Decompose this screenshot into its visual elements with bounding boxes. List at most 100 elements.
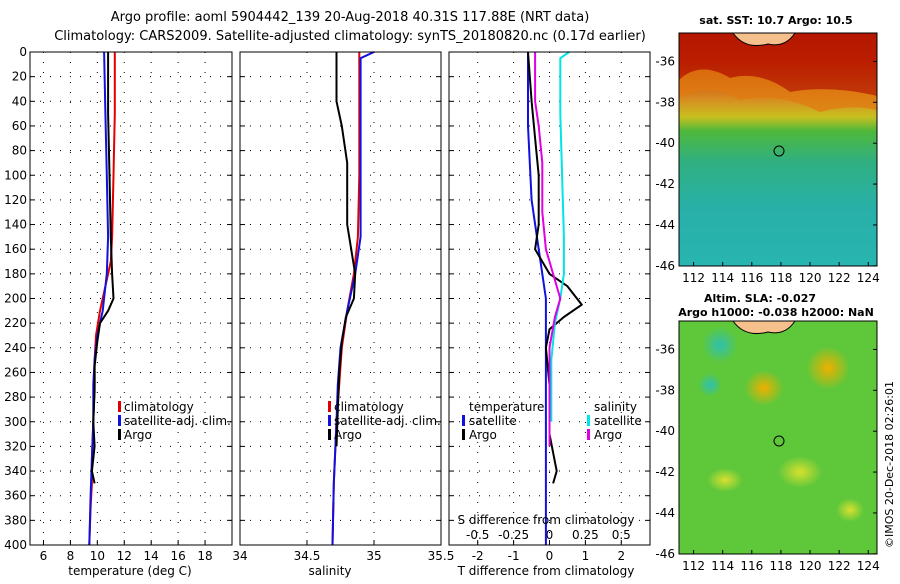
sst-warm-patch	[679, 33, 877, 96]
sla-anomaly	[707, 468, 743, 492]
sla-map-title-line-2: Argo h1000: -0.038 h2000: NaN	[678, 306, 874, 319]
sla-map-frame	[678, 320, 878, 555]
sst-map: sat. SST: 10.7 Argo: 10.5 112 114 116 118 12…	[655, 14, 879, 285]
plot-frame	[29, 51, 233, 546]
map-x-tick-label: 112	[682, 271, 705, 285]
map-x-tick-label: 120	[799, 559, 822, 573]
sla-anomaly	[806, 346, 850, 390]
plot-frame	[448, 51, 651, 546]
x-tick-label: 2	[617, 549, 625, 563]
map-x-tick-label: 124	[857, 271, 880, 285]
x-tick-label: 1	[582, 549, 590, 563]
series-line-t-argo	[527, 51, 583, 484]
difference-legend: temperature satellite Argo salinity sate…	[462, 400, 642, 442]
x-tick-label: 14	[144, 549, 159, 563]
map-y-tick-label: -38	[655, 95, 675, 109]
map-x-tick-label: 118	[769, 271, 792, 285]
sla-anomaly	[698, 373, 722, 397]
x-tick-label: 0	[546, 549, 554, 563]
map-x-tick-label: 116	[740, 559, 763, 573]
s-tick-label: 0.25	[572, 528, 599, 542]
x-tick-label: -2	[472, 549, 484, 563]
map-y-tick-label: -36	[655, 342, 675, 356]
sla-anomaly	[778, 456, 822, 488]
series-line-argo	[90, 52, 115, 484]
map-x-tick-label: 120	[799, 271, 822, 285]
series-line-argo	[335, 52, 357, 447]
map-y-tick-label: -38	[655, 383, 675, 397]
x-axis-label-temperature: temperature (deg C)	[68, 564, 191, 578]
legend-label-satellite: satellite-adj. clim.	[124, 414, 231, 428]
sla-land	[732, 320, 796, 335]
legend-mark-s-satellite	[587, 415, 590, 426]
legend-mark-climatology	[118, 401, 121, 412]
sst-land	[732, 32, 796, 47]
map-x-tick-label: 114	[711, 271, 734, 285]
legend-label-argo: Argo	[124, 428, 152, 442]
y-tick-label: 40	[12, 94, 27, 108]
sst-map-title: sat. SST: 10.7 Argo: 10.5	[699, 14, 852, 27]
x-tick-label: -1	[508, 549, 520, 563]
y-tick-label: 60	[12, 119, 27, 133]
sla-anomaly	[836, 498, 864, 522]
map-x-tick-label: 112	[682, 559, 705, 573]
s-tick-label: -0.5	[466, 528, 489, 542]
y-tick-label: 100	[4, 168, 27, 182]
legend-label-s-argo: Argo	[594, 428, 622, 442]
legend-mark-satellite	[118, 415, 121, 426]
map-y-tick-label: -40	[655, 136, 675, 150]
x-axis-label-s-difference: S difference from climatology	[458, 513, 635, 527]
series-line-climatology	[331, 52, 361, 546]
map-x-tick-label: 122	[828, 559, 851, 573]
y-tick-label: 220	[4, 316, 27, 330]
y-tick-label: 340	[4, 464, 27, 478]
legend-title-salinity: salinity	[594, 400, 637, 414]
map-x-tick-label: 114	[711, 559, 734, 573]
x-tick-label: 35.5	[428, 549, 455, 563]
y-tick-label: 20	[12, 70, 27, 84]
y-tick-label: 180	[4, 267, 27, 281]
sla-argo-location-marker	[773, 435, 785, 447]
legend-mark-argo	[118, 429, 121, 440]
y-tick-label: 400	[4, 538, 27, 552]
legend-mark-s-argo	[587, 429, 590, 440]
s-tick-label: 0.5	[612, 528, 631, 542]
map-y-tick-label: -36	[655, 54, 675, 68]
sst-orange-band	[679, 69, 877, 112]
legend-title-temperature: temperature	[469, 400, 544, 414]
x-tick-label: 8	[67, 549, 75, 563]
s-tick-label: 0	[546, 528, 554, 542]
title-line-2: Climatology: CARS2009. Satellite-adjuste…	[54, 29, 646, 44]
legend-label-argo: Argo	[334, 428, 362, 442]
map-y-tick-label: -42	[655, 465, 675, 479]
s-tick-label: -0.25	[498, 528, 529, 542]
y-tick-label: 380	[4, 513, 27, 527]
x-tick-label: 34	[232, 549, 247, 563]
title-line-1: Argo profile: aoml 5904442_139 20-Aug-20…	[111, 10, 590, 25]
map-y-tick-label: -40	[655, 424, 675, 438]
salinity-panel: 34 34.5 35 35.5	[232, 51, 455, 563]
y-tick-label: 300	[4, 415, 27, 429]
sla-anomaly	[702, 327, 738, 363]
salinity-legend: climatology satellite-adj. clim. Argo	[328, 400, 441, 442]
legend-label-climatology: climatology	[334, 400, 404, 414]
y-tick-label: 260	[4, 365, 27, 379]
map-y-tick-label: -46	[655, 547, 675, 561]
sla-map-title-line-1: Altim. SLA: -0.027	[704, 292, 816, 305]
legend-mark-satellite	[328, 415, 331, 426]
legend-label-t-satellite: satellite	[469, 414, 517, 428]
plot-frame	[239, 51, 442, 546]
x-tick-label: 12	[117, 549, 132, 563]
sst-map-frame	[678, 32, 878, 267]
x-tick-label: 10	[90, 549, 105, 563]
legend-label-climatology: climatology	[124, 400, 194, 414]
credit-text: ©IMOS 20-Dec-2018 02:26:01	[883, 381, 896, 548]
map-y-tick-label: -44	[655, 218, 675, 232]
y-tick-label: 200	[4, 292, 27, 306]
map-y-tick-label: -42	[655, 177, 675, 191]
y-tick-label: 80	[12, 144, 27, 158]
y-tick-label: 280	[4, 390, 27, 404]
sla-anomaly	[744, 370, 784, 406]
x-tick-label: 18	[197, 549, 212, 563]
legend-label-satellite: satellite-adj. clim.	[334, 414, 441, 428]
